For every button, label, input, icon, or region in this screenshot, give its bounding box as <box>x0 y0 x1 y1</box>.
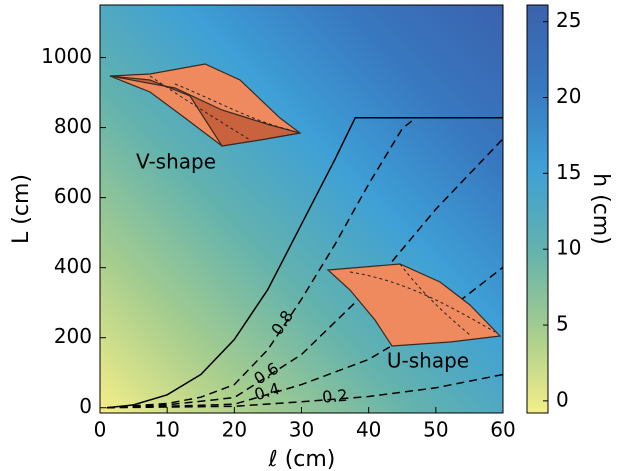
v-shape-sheet <box>109 63 302 147</box>
y-tick-label: 400 <box>54 254 92 278</box>
x-tick-label: 40 <box>356 418 381 442</box>
y-tick-label: 0 <box>79 394 92 418</box>
annotation: V-shape <box>136 150 216 174</box>
x-tick-label: 20 <box>222 418 247 442</box>
colorbar-tick-label: 10 <box>556 236 581 260</box>
y-tick-label: 200 <box>54 324 92 348</box>
x-tick-label: 30 <box>289 418 314 442</box>
contour-line <box>106 138 504 409</box>
x-tick-label: 50 <box>423 418 448 442</box>
y-axis-label: L (cm) <box>9 174 34 244</box>
contour-line <box>106 266 504 409</box>
contour-label: 0.2 <box>321 386 348 407</box>
x-tick-label: 0 <box>94 418 107 442</box>
x-tick-label: 10 <box>154 418 179 442</box>
colorbar-tick-label: 5 <box>556 312 569 336</box>
contour-line <box>106 117 503 409</box>
colorbar-tick-label: 25 <box>556 8 581 32</box>
annotation: U-shape <box>387 349 469 373</box>
colorbar <box>526 4 549 414</box>
contour-line <box>106 117 503 409</box>
y-tick-label: 800 <box>54 114 92 138</box>
x-tick-label: 60 <box>490 418 515 442</box>
x-axis-label: ℓ (cm) <box>268 447 336 471</box>
contour-line <box>106 373 504 409</box>
colorbar-tick-label: 0 <box>556 387 569 411</box>
y-tick-label: 1000 <box>41 44 92 68</box>
colorbar-tick-label: 15 <box>556 160 581 184</box>
u-shape-sheet <box>326 263 502 347</box>
colorbar-label: h (cm) <box>588 173 613 245</box>
y-tick-label: 600 <box>54 184 92 208</box>
colorbar-tick-label: 20 <box>556 84 581 108</box>
